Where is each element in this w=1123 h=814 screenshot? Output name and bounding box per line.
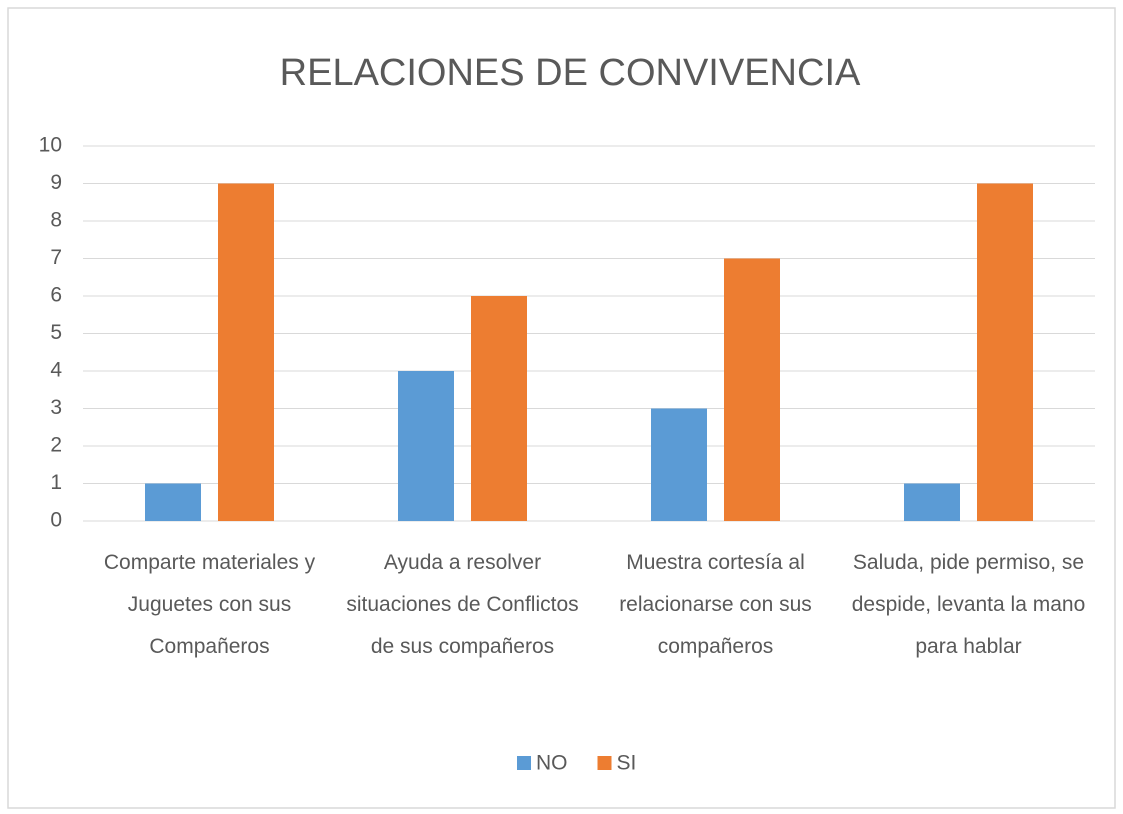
bar	[651, 408, 707, 521]
x-tick-label: Ayuda a resolver situaciones de Conflict…	[346, 551, 579, 658]
bar	[218, 183, 274, 521]
y-tick-label: 3	[50, 396, 62, 419]
bar	[724, 258, 780, 521]
y-tick-label: 7	[50, 246, 62, 269]
x-tick-label: Saluda, pide permiso, se despide, levant…	[851, 551, 1086, 658]
bar	[471, 296, 527, 521]
y-tick-label: 6	[50, 284, 62, 307]
legend-label: NO	[536, 752, 568, 775]
y-tick-label: 4	[50, 359, 62, 382]
y-tick-label: 10	[39, 134, 62, 157]
bar	[398, 371, 454, 521]
y-tick-label: 8	[50, 209, 62, 232]
y-tick-label: 2	[50, 434, 62, 457]
legend-swatch	[517, 756, 531, 770]
bar	[145, 483, 201, 521]
bar	[904, 483, 960, 521]
legend-swatch	[597, 756, 612, 770]
y-tick-label: 9	[50, 171, 62, 194]
chart-title: RELACIONES DE CONVIVENCIA	[280, 52, 861, 94]
bar	[977, 183, 1033, 521]
y-tick-label: 1	[50, 471, 62, 494]
x-tick-label: Muestra cortesía al relacionarse con sus…	[619, 551, 812, 658]
y-tick-label: 5	[50, 321, 62, 344]
y-tick-label: 0	[50, 509, 62, 532]
x-tick-label: Comparte materiales y Juguetes con sus C…	[103, 551, 316, 658]
legend-label: SI	[617, 752, 637, 775]
